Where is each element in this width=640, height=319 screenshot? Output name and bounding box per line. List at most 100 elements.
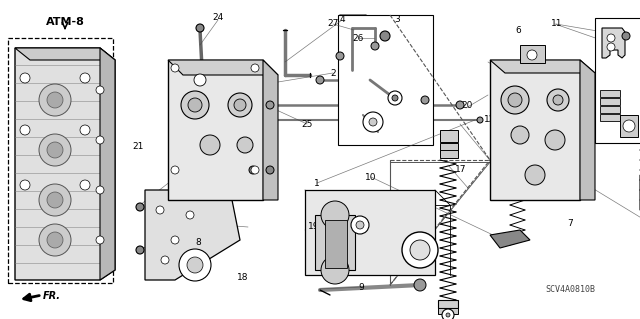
- Circle shape: [47, 232, 63, 248]
- Text: ATM-8: ATM-8: [45, 17, 84, 27]
- Text: 21: 21: [132, 142, 143, 151]
- Circle shape: [477, 117, 483, 123]
- Circle shape: [96, 186, 104, 194]
- Circle shape: [96, 236, 104, 244]
- Circle shape: [266, 101, 274, 109]
- Circle shape: [501, 86, 529, 114]
- Bar: [438, 300, 458, 308]
- Text: 27: 27: [327, 19, 339, 28]
- Text: FR.: FR.: [43, 291, 61, 301]
- Circle shape: [171, 166, 179, 174]
- Circle shape: [371, 42, 379, 50]
- Circle shape: [39, 184, 71, 216]
- Bar: [440, 150, 458, 158]
- Bar: [620, 115, 638, 137]
- Bar: [168, 60, 263, 200]
- Text: 11: 11: [551, 19, 563, 28]
- Text: 5: 5: [231, 193, 236, 202]
- Circle shape: [446, 313, 450, 317]
- Bar: [490, 60, 580, 200]
- Polygon shape: [490, 60, 595, 73]
- Circle shape: [47, 92, 63, 108]
- Circle shape: [527, 50, 537, 60]
- Circle shape: [136, 203, 144, 211]
- Circle shape: [179, 249, 211, 281]
- Text: 24: 24: [212, 13, 223, 22]
- Text: 3: 3: [394, 15, 399, 24]
- Text: 17: 17: [455, 165, 467, 174]
- Circle shape: [136, 246, 144, 254]
- Circle shape: [380, 31, 390, 41]
- Circle shape: [196, 24, 204, 32]
- Text: 1: 1: [314, 179, 319, 188]
- Text: 16: 16: [557, 165, 569, 174]
- Text: 15: 15: [567, 134, 579, 143]
- Bar: [600, 90, 620, 97]
- Bar: [600, 98, 620, 105]
- Text: 8: 8: [196, 238, 201, 247]
- Polygon shape: [263, 60, 278, 200]
- Polygon shape: [580, 60, 595, 200]
- Circle shape: [369, 118, 377, 126]
- Circle shape: [607, 43, 615, 51]
- Circle shape: [39, 134, 71, 166]
- Circle shape: [356, 221, 364, 229]
- Bar: [600, 106, 620, 113]
- Polygon shape: [145, 190, 240, 280]
- Circle shape: [171, 236, 179, 244]
- Bar: [440, 130, 458, 142]
- Circle shape: [511, 126, 529, 144]
- Circle shape: [363, 112, 383, 132]
- Circle shape: [421, 96, 429, 104]
- Circle shape: [251, 64, 259, 72]
- Text: 26: 26: [353, 34, 364, 43]
- Circle shape: [547, 89, 569, 111]
- Circle shape: [80, 125, 90, 135]
- Circle shape: [80, 73, 90, 83]
- Circle shape: [186, 211, 194, 219]
- Circle shape: [237, 137, 253, 153]
- Circle shape: [414, 279, 426, 291]
- Circle shape: [20, 125, 30, 135]
- Circle shape: [20, 73, 30, 83]
- Bar: [440, 143, 458, 151]
- Bar: [338, 15, 433, 145]
- Text: 12: 12: [484, 115, 495, 124]
- Circle shape: [171, 64, 179, 72]
- Circle shape: [47, 142, 63, 158]
- Text: 14: 14: [503, 122, 515, 130]
- Text: 4: 4: [340, 15, 345, 24]
- Circle shape: [39, 84, 71, 116]
- Polygon shape: [168, 60, 278, 75]
- Bar: [315, 215, 355, 270]
- Circle shape: [234, 99, 246, 111]
- Text: 6: 6: [516, 26, 521, 35]
- Text: 23: 23: [193, 158, 204, 167]
- Bar: [438, 308, 458, 314]
- Polygon shape: [490, 230, 530, 248]
- Circle shape: [410, 240, 430, 260]
- Circle shape: [161, 256, 169, 264]
- Text: 9: 9: [359, 283, 364, 292]
- Bar: [595, 18, 640, 143]
- Circle shape: [321, 201, 349, 229]
- Circle shape: [392, 95, 398, 101]
- Bar: [8, 38, 113, 283]
- Circle shape: [187, 257, 203, 273]
- Bar: [305, 190, 435, 275]
- Circle shape: [251, 166, 259, 174]
- Circle shape: [181, 91, 209, 119]
- Circle shape: [194, 74, 206, 86]
- Circle shape: [96, 86, 104, 94]
- Text: 13: 13: [535, 142, 547, 151]
- Circle shape: [266, 166, 274, 174]
- Circle shape: [545, 130, 565, 150]
- Polygon shape: [15, 48, 115, 60]
- Polygon shape: [100, 48, 115, 280]
- Circle shape: [39, 224, 71, 256]
- Circle shape: [321, 256, 349, 284]
- Circle shape: [200, 135, 220, 155]
- Circle shape: [456, 101, 464, 109]
- Text: SCV4A0810B: SCV4A0810B: [545, 285, 595, 293]
- Circle shape: [525, 165, 545, 185]
